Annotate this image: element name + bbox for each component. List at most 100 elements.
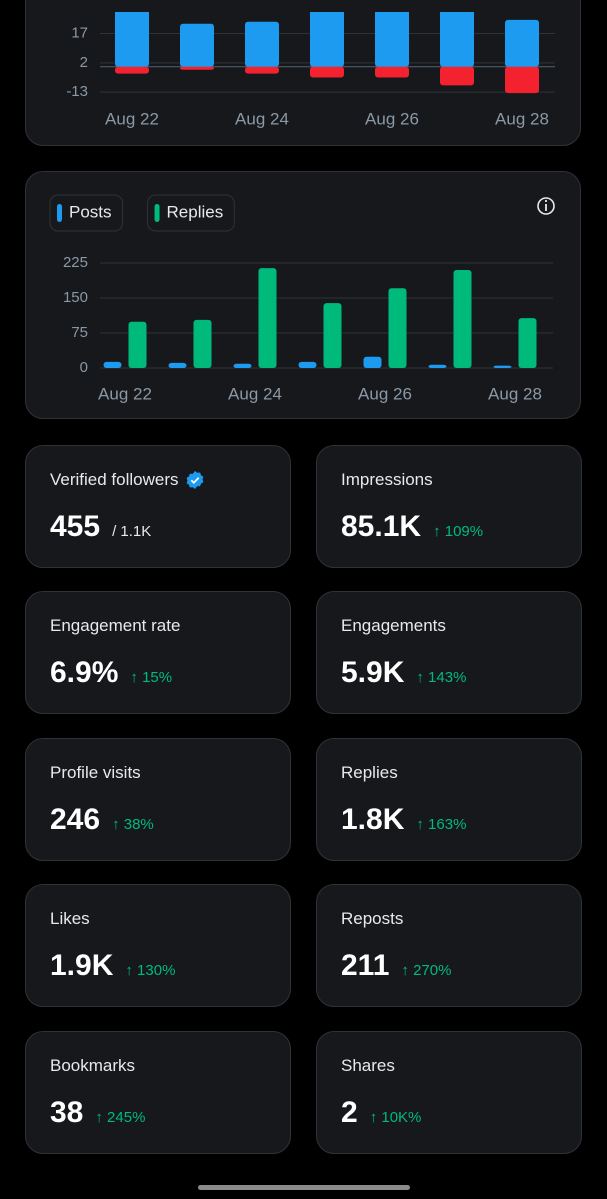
- stat-value: 85.1K: [341, 510, 422, 543]
- bar: [310, 12, 344, 67]
- stat-card: Bookmarks 38 ↑ 245%: [25, 1031, 291, 1154]
- chart: 0 75 150 225 Aug 22 Aug 24 Aug 26 Aug 28 Posts Re…: [49, 194, 555, 403]
- bar: [115, 66, 149, 74]
- stat-label: Reposts: [341, 909, 404, 928]
- bar: [310, 66, 344, 78]
- stat-row: 5.9K ↑ 143%: [341, 656, 466, 690]
- stat-row: 2 ↑ 10K%: [341, 1096, 421, 1130]
- stat-change: 143%: [428, 669, 467, 686]
- stat-row: 6.9% ↑ 15%: [50, 656, 172, 690]
- y-tick-label: 0: [80, 359, 88, 376]
- bar: [193, 319, 212, 368]
- home-indicator: [198, 1185, 410, 1190]
- y-tick-label: -13: [66, 83, 88, 100]
- bar: [363, 356, 382, 368]
- badge-shape: [186, 471, 203, 489]
- stat-value: 5.9K: [341, 656, 405, 689]
- stat-label: Impressions: [341, 470, 433, 489]
- chart: 17 2 -13 Aug 22 Aug 24 Aug 26 Aug 28: [66, 12, 555, 128]
- legend-label: Posts: [69, 202, 112, 221]
- badge-check: [190, 477, 199, 484]
- up-arrow: ↑: [416, 816, 429, 833]
- stat-label-wrap: Shares: [341, 1056, 395, 1076]
- bar: [168, 362, 187, 368]
- bar: [388, 288, 407, 368]
- stat-change-wrap: ↑ 245%: [95, 1109, 145, 1126]
- stat-change: 10K%: [381, 1109, 422, 1126]
- stat-card: Engagements 5.9K ↑ 143%: [316, 591, 582, 714]
- stat-change: 163%: [428, 816, 467, 833]
- stat-change: 15%: [142, 669, 173, 686]
- stat-label: Bookmarks: [50, 1056, 136, 1075]
- legend-label: Replies: [167, 202, 224, 221]
- bar: [323, 303, 342, 368]
- x-tick-label: Aug 22: [105, 109, 159, 128]
- legend-pill: [49, 194, 124, 232]
- x-tick-label: Aug 26: [358, 384, 412, 403]
- up-arrow: ↑: [369, 1109, 382, 1126]
- info-icon-dot: [544, 199, 548, 203]
- x-tick-label: Aug 24: [228, 384, 282, 403]
- stat-value: 455: [50, 510, 101, 543]
- bar: [298, 361, 317, 368]
- up-arrow: ↑: [95, 1109, 108, 1126]
- bar: [375, 66, 409, 78]
- stat-label: Verified followers: [50, 470, 179, 489]
- up-arrow: ↑: [401, 962, 414, 979]
- x-tick-label: Aug 28: [488, 384, 542, 403]
- y-tick-label: 150: [63, 289, 88, 306]
- bar: [180, 66, 214, 70]
- stat-label-wrap: Verified followers: [50, 470, 205, 490]
- bar: [375, 12, 409, 67]
- stat-label-wrap: Reposts: [341, 909, 403, 929]
- bar: [103, 361, 122, 368]
- stat-row: 455 / 1.1K: [50, 510, 151, 544]
- stat-label-wrap: Likes: [50, 909, 90, 929]
- stat-card: Engagement rate 6.9% ↑ 15%: [25, 591, 291, 714]
- stat-total: / 1.1K: [112, 523, 152, 540]
- stat-label-wrap: Impressions: [341, 470, 433, 490]
- x-tick-label: Aug 22: [98, 384, 152, 403]
- bar: [128, 321, 147, 368]
- stat-row: 38 ↑ 245%: [50, 1096, 145, 1130]
- x-tick-label: Aug 26: [365, 109, 419, 128]
- stat-change-wrap: ↑ 10K%: [370, 1109, 422, 1126]
- stat-label: Shares: [341, 1056, 395, 1075]
- stat-row: 1.8K ↑ 163%: [341, 803, 466, 837]
- stat-card: Reposts 211 ↑ 270%: [316, 884, 582, 1007]
- bar: [493, 365, 512, 368]
- stat-label: Profile visits: [50, 763, 141, 782]
- stat-change-wrap: ↑ 143%: [416, 669, 466, 686]
- legend-swatch: [57, 204, 62, 222]
- stat-change: 245%: [107, 1109, 146, 1126]
- bar: [233, 363, 252, 368]
- legend-item: Replies: [147, 194, 235, 232]
- y-tick-label: 225: [63, 254, 88, 271]
- bar: [440, 12, 474, 67]
- stat-card: Impressions 85.1K ↑ 109%: [316, 445, 582, 568]
- stat-card: Replies 1.8K ↑ 163%: [316, 738, 582, 861]
- stat-label: Replies: [341, 763, 398, 782]
- stat-label-wrap: Replies: [341, 763, 398, 783]
- stat-row: 246 ↑ 38%: [50, 803, 154, 837]
- info-icon[interactable]: [537, 197, 555, 215]
- y-tick-label: 2: [80, 54, 88, 71]
- bar: [505, 66, 539, 94]
- stat-change: 130%: [137, 962, 176, 979]
- up-arrow: ↑: [416, 669, 429, 686]
- stat-value: 6.9%: [50, 656, 119, 689]
- bar: [518, 318, 537, 368]
- bar: [505, 19, 539, 67]
- bar: [115, 12, 149, 67]
- up-arrow: ↑: [112, 816, 124, 833]
- up-arrow: ↑: [125, 962, 138, 979]
- stat-change-wrap: ↑ 130%: [125, 962, 175, 979]
- stat-row: 85.1K ↑ 109%: [341, 510, 483, 544]
- stat-value: 38: [50, 1096, 84, 1129]
- stat-change-wrap: ↑ 163%: [416, 816, 466, 833]
- x-tick-label: Aug 24: [235, 109, 289, 128]
- y-tick-label: 17: [71, 24, 88, 41]
- up-arrow: ↑: [433, 523, 445, 540]
- stat-value: 1.8K: [341, 803, 405, 836]
